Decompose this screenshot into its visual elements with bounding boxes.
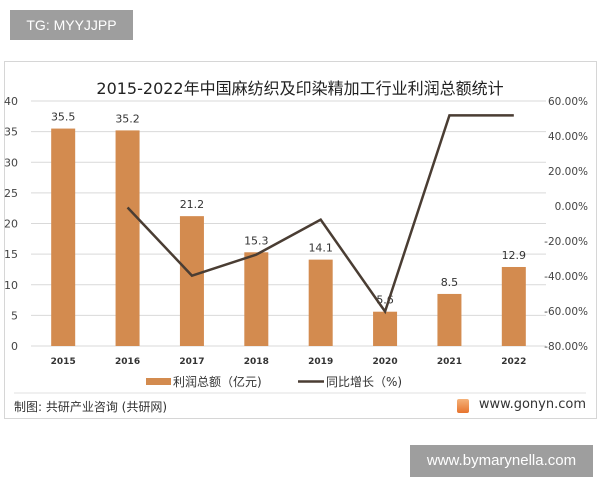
bar <box>179 216 204 346</box>
legend-line-label: 同比增长（%) <box>326 375 402 389</box>
y-right-tick: 20.00% <box>548 166 588 178</box>
x-tick: 2016 <box>115 357 140 367</box>
y-right-tick: -20.00% <box>544 236 588 248</box>
y-right-tick: 0.00% <box>555 201 588 213</box>
y-right-tick: 60.00% <box>548 96 588 108</box>
x-tick: 2015 <box>51 357 76 367</box>
bar <box>437 293 462 346</box>
y-left-tick: 0 <box>11 340 18 353</box>
bar-label: 15.3 <box>244 234 269 247</box>
y-left-tick: 40 <box>4 95 18 108</box>
x-tick: 2022 <box>501 357 526 367</box>
bar-label: 8.5 <box>441 276 459 289</box>
bar-label: 35.2 <box>115 112 140 125</box>
y-left-tick: 20 <box>4 218 18 231</box>
bar <box>244 252 269 346</box>
x-tick: 2020 <box>373 357 398 367</box>
bar <box>115 130 140 346</box>
y-left-tick: 35 <box>4 126 18 139</box>
bar <box>51 128 76 346</box>
bar <box>501 266 526 346</box>
bar <box>308 259 333 346</box>
bar-label: 12.9 <box>502 249 527 262</box>
chart-title: 2015-2022年中国麻纺织及印染精加工行业利润总额统计 <box>96 79 504 98</box>
x-tick: 2021 <box>437 357 462 367</box>
bar <box>373 311 398 346</box>
bar-label: 14.1 <box>308 242 333 255</box>
x-tick: 2018 <box>244 357 269 367</box>
bar-label: 35.5 <box>51 111 76 124</box>
y-left-tick: 30 <box>4 156 18 169</box>
x-tick: 2017 <box>179 357 204 367</box>
site-url: www.gonyn.com <box>478 397 586 412</box>
y-right-tick: -40.00% <box>544 271 588 283</box>
watermark-label: www.bymarynella.com <box>410 445 593 477</box>
y-left-tick: 15 <box>4 248 18 261</box>
y-right-tick: -60.00% <box>544 306 588 318</box>
x-tick: 2019 <box>308 357 333 367</box>
y-left-tick: 25 <box>4 187 18 200</box>
bar-label: 21.2 <box>180 198 205 211</box>
y-left-tick: 5 <box>11 309 18 322</box>
legend-bar-swatch <box>146 378 171 385</box>
y-left-tick: 10 <box>4 279 18 292</box>
legend-bar-label: 利润总额（亿元) <box>173 374 262 389</box>
chart-frame <box>4 61 597 419</box>
tg-label: TG: MYYJJPP <box>10 10 133 40</box>
y-right-tick: 40.00% <box>548 131 588 143</box>
source-note: 制图: 共研产业咨询 (共研网) <box>14 400 168 414</box>
y-right-tick: -80.00% <box>544 341 588 353</box>
gonyn-logo-icon <box>457 399 469 413</box>
